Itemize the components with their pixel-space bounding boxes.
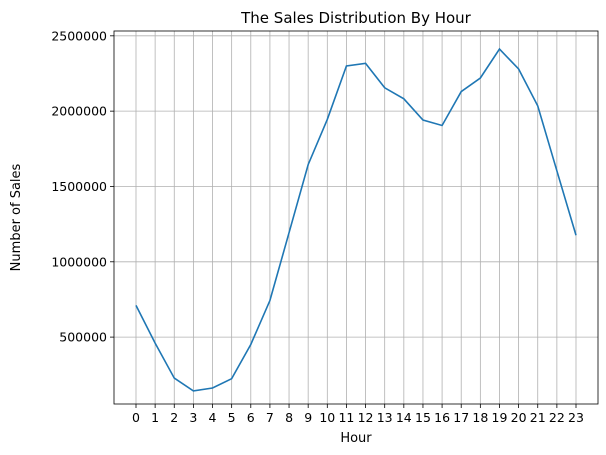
x-tick-label: 5 [228,410,236,425]
x-tick-label: 0 [132,410,140,425]
x-tick-label: 7 [266,410,274,425]
y-axis-label: Number of Sales [9,163,24,271]
x-tick-label: 23 [568,410,584,425]
x-tick-label: 15 [415,410,431,425]
x-tick-label: 22 [549,410,565,425]
plot-frame [113,30,599,405]
x-tick-label: 21 [530,410,546,425]
x-tick-label: 18 [472,410,488,425]
x-tick-label: 17 [453,410,469,425]
x-tick-label: 19 [492,410,508,425]
x-tick-label: 4 [209,410,217,425]
x-tick-label: 8 [285,410,293,425]
series-layer [135,47,577,392]
x-tick-label: 1 [151,410,159,425]
y-tick-label: 500000 [59,330,107,345]
y-tick-label: 2500000 [51,28,107,43]
x-axis-ticks: 0 1 2 3 4 5 6 7 8 9 10 11 12 13 14 15 16 17 18 19 20 21 22 23 [132,404,584,425]
x-tick-label: 9 [304,410,312,425]
x-tick-label: 10 [319,410,335,425]
x-axis-label: Hour [340,431,372,446]
x-tick-label: 14 [396,410,412,425]
y-tick-label: 1000000 [51,254,107,269]
x-tick-label: 13 [377,410,393,425]
x-tick-label: 20 [511,410,527,425]
x-tick-label: 3 [189,410,197,425]
x-tick-label: 12 [358,410,374,425]
series-line [135,47,577,392]
y-tick-label: 2000000 [51,104,107,119]
chart-title: The Sales Distribution By Hour [240,9,472,27]
y-tick-label: 1500000 [51,179,107,194]
x-tick-label: 6 [247,410,255,425]
x-tick-label: 11 [338,410,354,425]
grid [114,31,598,404]
x-tick-label: 16 [434,410,450,425]
y-axis-ticks: 500000 1000000 1500000 2000000 2500000 [51,28,114,345]
x-tick-label: 2 [170,410,178,425]
